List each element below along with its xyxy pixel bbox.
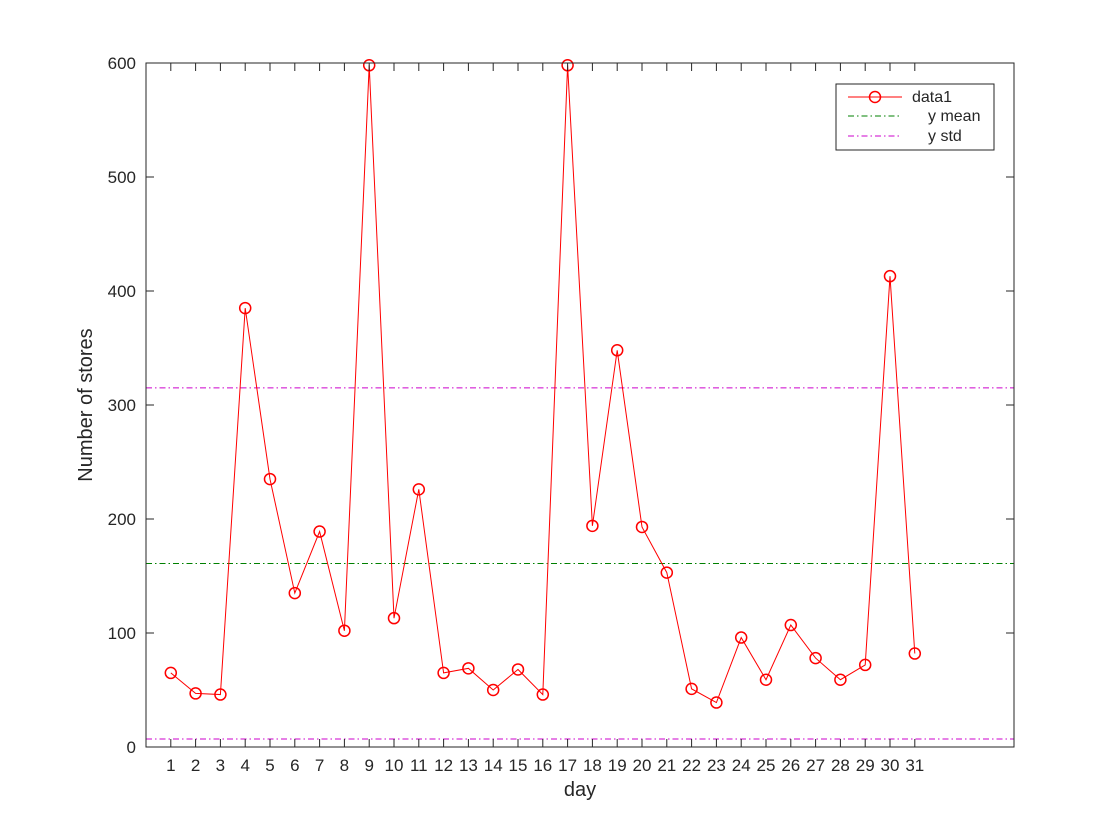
x-tick-label-13: 13 bbox=[459, 756, 478, 775]
data-point-1 bbox=[164, 666, 178, 680]
x-tick-label-18: 18 bbox=[583, 756, 602, 775]
data-point-2 bbox=[189, 687, 202, 700]
x-tick-label-12: 12 bbox=[434, 756, 453, 775]
data-point-13 bbox=[462, 662, 475, 675]
x-tick-label-17: 17 bbox=[558, 756, 577, 775]
data-point-4 bbox=[238, 301, 252, 315]
data-point-22 bbox=[685, 682, 698, 696]
data-point-10 bbox=[387, 611, 401, 625]
data-point-24 bbox=[734, 631, 748, 644]
x-tick-label-14: 14 bbox=[484, 756, 503, 775]
data-point-7 bbox=[313, 525, 326, 538]
x-tick-label-5: 5 bbox=[265, 756, 274, 775]
y-tick-label-400: 400 bbox=[108, 282, 136, 301]
x-tick-label-11: 11 bbox=[410, 756, 428, 775]
data-point-3 bbox=[214, 688, 227, 701]
reference-lines bbox=[146, 387, 1014, 740]
data-point-23 bbox=[710, 696, 723, 709]
x-tick-label-28: 28 bbox=[831, 756, 850, 775]
x-tick-label-9: 9 bbox=[364, 756, 373, 775]
x-axis-label: day bbox=[564, 779, 596, 801]
x-tick-label-22: 22 bbox=[682, 756, 701, 775]
data-point-18 bbox=[586, 519, 599, 533]
data-series bbox=[164, 59, 922, 709]
data-point-19 bbox=[610, 344, 624, 357]
x-tick-label-1: 1 bbox=[166, 756, 175, 775]
x-tick-label-8: 8 bbox=[340, 756, 349, 775]
legend-label-y-mean: y mean bbox=[928, 108, 980, 125]
x-tick-label-7: 7 bbox=[315, 756, 324, 775]
x-tick-label-10: 10 bbox=[385, 756, 404, 775]
y-tick-label-300: 300 bbox=[108, 396, 136, 415]
data-point-29 bbox=[858, 658, 872, 672]
y-tick-label-600: 600 bbox=[108, 54, 136, 73]
x-tick-label-31: 31 bbox=[905, 756, 924, 775]
plot-area bbox=[146, 63, 1014, 747]
y-axis-label: Number of stores bbox=[75, 328, 97, 481]
x-tick-label-15: 15 bbox=[509, 756, 528, 775]
x-tick-label-26: 26 bbox=[781, 756, 800, 775]
x-tick-label-4: 4 bbox=[240, 756, 249, 775]
data-point-27 bbox=[809, 651, 822, 665]
data-point-28 bbox=[834, 673, 847, 686]
x-tick-label-23: 23 bbox=[707, 756, 726, 775]
y-axis-ticks: 0 100 200 300 400 500 600 bbox=[108, 54, 1014, 757]
data-point-25 bbox=[759, 673, 773, 686]
x-tick-label-3: 3 bbox=[216, 756, 225, 775]
series-line-data1 bbox=[170, 65, 916, 704]
y-tick-label-0: 0 bbox=[127, 738, 136, 757]
x-tick-label-19: 19 bbox=[608, 756, 627, 775]
data-point-30 bbox=[883, 269, 897, 283]
data-point-6 bbox=[288, 586, 302, 600]
data-point-11 bbox=[412, 483, 426, 496]
x-tick-label-29: 29 bbox=[856, 756, 875, 775]
data-point-5 bbox=[263, 472, 277, 486]
x-tick-label-20: 20 bbox=[633, 756, 652, 775]
legend-label-y-std: y std bbox=[928, 128, 962, 145]
data-point-8 bbox=[338, 624, 351, 637]
data-point-16 bbox=[536, 688, 550, 701]
x-tick-label-27: 27 bbox=[806, 756, 825, 775]
legend: data1 y mean y std bbox=[835, 83, 995, 151]
x-tick-label-21: 21 bbox=[657, 756, 676, 775]
legend-marker-data1 bbox=[868, 90, 882, 104]
data-point-20 bbox=[635, 520, 649, 534]
y-tick-label-200: 200 bbox=[108, 510, 136, 529]
data-point-26 bbox=[784, 618, 798, 632]
legend-box bbox=[835, 83, 995, 151]
y-tick-label-100: 100 bbox=[108, 624, 136, 643]
x-tick-label-6: 6 bbox=[290, 756, 299, 775]
data-point-31 bbox=[908, 647, 922, 660]
data-point-15 bbox=[511, 663, 525, 676]
data-point-12 bbox=[437, 666, 450, 680]
legend-label-data1: data1 bbox=[912, 89, 952, 106]
x-axis-ticks: 1 2 3 4 5 6 7 8 9 10 11 12 13 14 15 16 17 18 19 20 21 22 23 24 2… bbox=[166, 63, 924, 775]
y-tick-label-500: 500 bbox=[108, 168, 136, 187]
data-point-21 bbox=[660, 566, 674, 579]
x-tick-label-30: 30 bbox=[881, 756, 900, 775]
data-point-14 bbox=[486, 683, 500, 697]
x-tick-label-16: 16 bbox=[533, 756, 552, 775]
x-tick-label-2: 2 bbox=[191, 756, 200, 775]
x-tick-label-24: 24 bbox=[732, 756, 751, 775]
x-tick-label-25: 25 bbox=[757, 756, 776, 775]
